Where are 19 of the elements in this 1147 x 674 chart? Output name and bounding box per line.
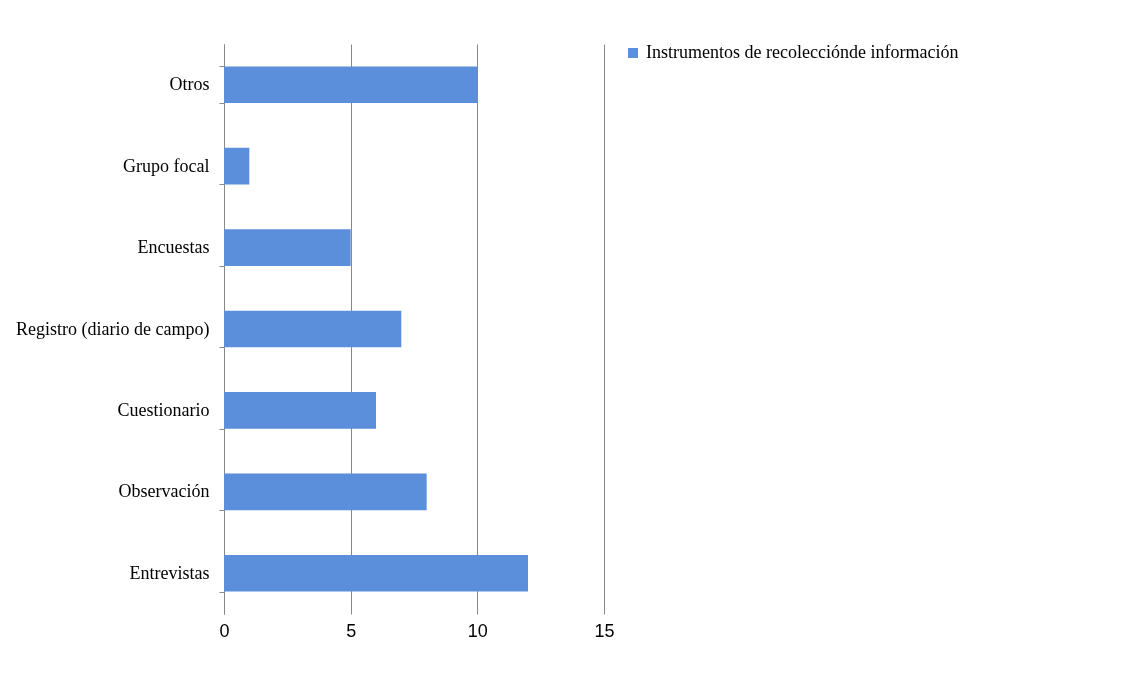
bar	[224, 473, 427, 511]
y-tick-label: Grupo focal	[123, 155, 210, 176]
x-tick-label: 10	[467, 620, 488, 641]
bar	[224, 392, 376, 429]
y-tick-label: Observación	[118, 481, 210, 502]
y-tick-label: Encuestas	[137, 237, 210, 258]
bar	[224, 310, 402, 348]
legend-label: Instrumentos de recolecciónde información	[646, 42, 959, 62]
bar	[224, 229, 351, 266]
bar	[224, 66, 478, 104]
x-tick-label: 5	[346, 620, 357, 641]
y-tick-label: Cuestionario	[117, 399, 210, 420]
y-tick-label: Otros	[169, 74, 210, 95]
y-tick-label: Entrevistas	[129, 562, 210, 583]
bar	[224, 554, 528, 592]
x-tick-label: 15	[594, 620, 615, 641]
x-tick-label: 0	[219, 620, 230, 641]
y-tick-label: Registro (diario de campo)	[16, 318, 210, 340]
bar	[224, 147, 250, 185]
